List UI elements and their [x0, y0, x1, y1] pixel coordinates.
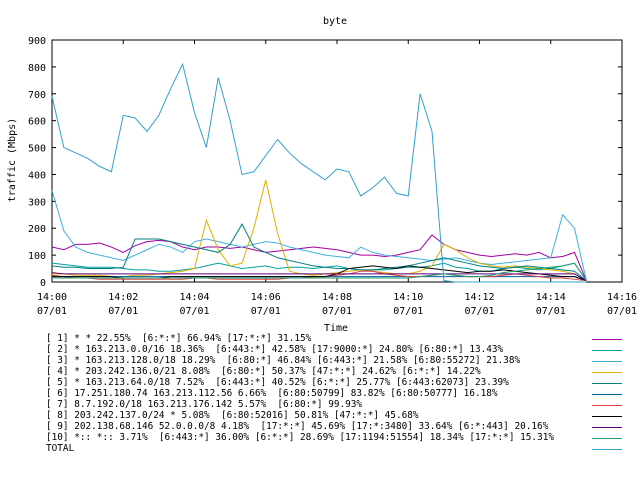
plot-frame	[51, 39, 623, 283]
legend-label: [ 7] 8.7.192.0/18 163.213.176.142 5.57% …	[46, 399, 363, 410]
legend-label: [ 1] * * 22.55% [6:*:*] 66.94% [17:*:*] …	[46, 333, 312, 344]
legend-swatch	[592, 427, 622, 428]
x-tick-label-date: 07/01	[108, 306, 138, 317]
legend-swatch	[592, 361, 622, 362]
series-line-10	[52, 262, 587, 281]
series-line-4	[52, 179, 587, 282]
x-tick-label-date: 07/01	[37, 306, 67, 317]
legend-swatch	[592, 405, 622, 406]
x-tick-label-date: 07/01	[464, 306, 494, 317]
x-tick-label-time: 14:12	[464, 292, 494, 303]
legend-label: [ 4] * 203.242.136.0/21 8.08% [6:80:*] 5…	[46, 366, 481, 377]
x-axis-ticks: 14:00 07/01 14:02 07/01 14:04 07/01 14:06 07/01…	[37, 40, 637, 317]
x-tick-label-date: 07/01	[393, 306, 423, 317]
legend-swatch	[592, 383, 622, 384]
legend-entry: [ 2] * 163.213.0.0/16 18.36% [6:443:*] 4…	[0, 344, 640, 355]
x-tick-label-time: 14:16	[607, 292, 637, 303]
legend-label: [ 9] 202.138.68.146 52.0.0.0/8 4.18% [17…	[46, 421, 549, 432]
series-line-2	[51, 262, 587, 281]
x-tick-label-date: 07/01	[179, 306, 209, 317]
legend-entry: [ 6] 17.251.180.74 163.213.112.56 6.66% …	[0, 388, 640, 399]
x-tick-label-time: 14:08	[322, 292, 352, 303]
y-tick-label: 600	[28, 117, 46, 128]
legend-swatch	[592, 438, 622, 439]
legend-swatch	[592, 372, 622, 373]
x-tick-label-time: 14:02	[108, 292, 138, 303]
legend-swatch	[592, 350, 622, 351]
series-line-1	[51, 234, 587, 281]
legend-swatch	[592, 416, 622, 417]
legend-entry: [10] *:: *:: 3.71% [6:443:*] 36.00% [6:*…	[0, 432, 640, 443]
legend-label: [ 6] 17.251.180.74 163.213.112.56 6.66% …	[46, 388, 498, 399]
x-tick-label-time: 14:04	[179, 292, 209, 303]
legend-entry: TOTAL	[0, 443, 640, 454]
legend-entry: [ 5] * 163.213.64.0/18 7.52% [6:443:*] 4…	[0, 377, 640, 388]
legend-label: [ 3] * 163.213.128.0/18 18.29% [6:80:*] …	[46, 355, 521, 366]
y-tick-label: 300	[28, 197, 46, 208]
legend-entry: [ 8] 203.242.137.0/24 * 5.08% [6:80:5201…	[0, 410, 640, 421]
x-tick-label-date: 07/01	[251, 306, 281, 317]
series-line-11	[51, 62, 587, 283]
x-tick-label-time: 14:06	[251, 292, 281, 303]
legend-label: [ 2] * 163.213.0.0/16 18.36% [6:443:*] 4…	[46, 344, 504, 355]
y-axis-ticks: 0 100 200 300 400 500 600 700 800 900	[28, 36, 622, 289]
y-tick-label: 800	[28, 63, 46, 74]
legend-label: [ 5] * 163.213.64.0/18 7.52% [6:443:*] 4…	[46, 377, 509, 388]
y-tick-label: 100	[28, 251, 46, 262]
legend-entry: [ 1] * * 22.55% [6:*:*] 66.94% [17:*:*] …	[0, 333, 640, 344]
x-axis-label: Time	[324, 323, 348, 334]
y-tick-label: 700	[28, 90, 46, 101]
y-tick-label: 400	[28, 170, 46, 181]
y-tick-label: 500	[28, 144, 46, 155]
x-tick-label-time: 14:14	[536, 292, 566, 303]
series-lines	[51, 62, 587, 283]
x-tick-label-date: 07/01	[536, 306, 566, 317]
legend-swatch	[592, 449, 622, 450]
x-tick-label-date: 07/01	[607, 306, 637, 317]
chart-title: byte	[323, 16, 347, 27]
legend-entry: [ 3] * 163.213.128.0/18 18.29% [6:80:*] …	[0, 355, 640, 366]
x-tick-label-time: 14:00	[37, 292, 67, 303]
legend-entry: [ 7] 8.7.192.0/18 163.213.176.142 5.57% …	[0, 399, 640, 410]
legend-swatch	[592, 339, 622, 340]
series-line-3	[51, 190, 587, 281]
legend-label: [10] *:: *:: 3.71% [6:443:*] 36.00% [6:*…	[46, 432, 554, 443]
legend-entry: [ 4] * 203.242.136.0/21 8.08% [6:80:*] 5…	[0, 366, 640, 377]
y-tick-label: 0	[40, 278, 46, 289]
series-line-6	[52, 276, 587, 282]
y-tick-label: 900	[28, 36, 46, 47]
y-axis-label: traffic (Mbps)	[7, 118, 18, 202]
x-tick-label-date: 07/01	[322, 306, 352, 317]
legend-label: [ 8] 203.242.137.0/24 * 5.08% [6:80:5201…	[46, 410, 419, 421]
series-line-5	[51, 223, 587, 282]
x-tick-label-time: 14:10	[393, 292, 423, 303]
legend-entry: [ 9] 202.138.68.146 52.0.0.0/8 4.18% [17…	[0, 421, 640, 432]
legend: [ 1] * * 22.55% [6:*:*] 66.94% [17:*:*] …	[0, 333, 640, 454]
y-tick-label: 200	[28, 224, 46, 235]
legend-swatch	[592, 394, 622, 395]
legend-label: TOTAL	[46, 443, 75, 454]
